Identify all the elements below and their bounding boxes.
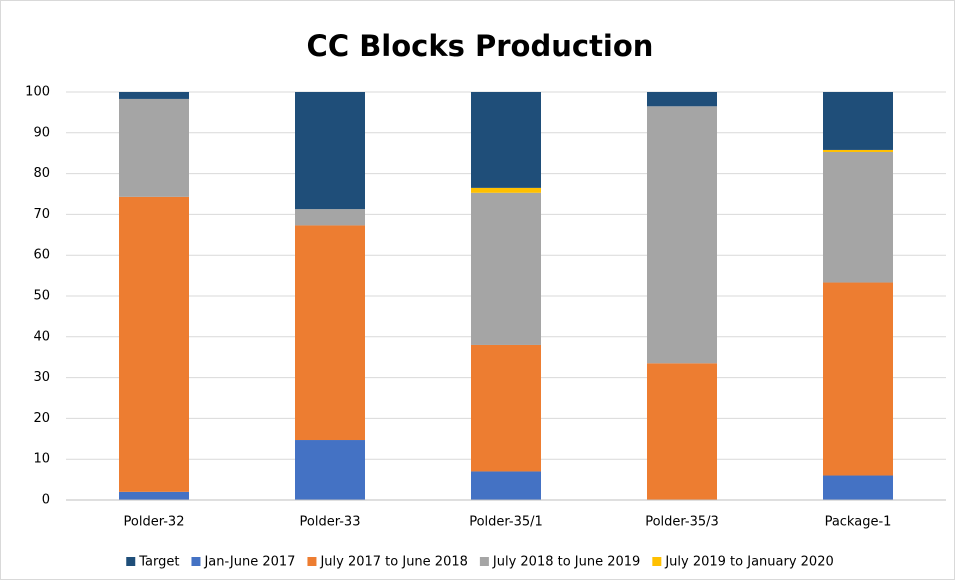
bar-segment — [823, 475, 893, 500]
y-tick-label: 20 — [33, 411, 50, 426]
legend-label: Jan-June 2017 — [203, 555, 295, 570]
y-tick-label: 70 — [33, 207, 50, 222]
y-tick-label: 80 — [33, 166, 50, 181]
bar-segment — [119, 491, 189, 500]
legend-swatch — [307, 557, 317, 566]
y-tick-label: 60 — [33, 248, 50, 263]
bar-segment — [119, 98, 189, 197]
y-tick-label: 40 — [33, 329, 50, 344]
y-tick-label: 90 — [33, 125, 50, 140]
legend-swatch — [652, 557, 662, 566]
bar-segment — [823, 151, 893, 283]
y-tick-label: 0 — [42, 493, 50, 508]
bar-segment — [471, 187, 541, 193]
bar-segment — [647, 92, 717, 107]
bar-segment — [823, 282, 893, 476]
bar-segment — [295, 440, 365, 500]
y-tick-label: 100 — [25, 85, 50, 100]
bar-segment — [119, 196, 189, 492]
legend-swatch — [126, 557, 136, 566]
bar-segment — [823, 149, 893, 152]
x-tick-label: Package-1 — [825, 515, 892, 530]
bar-segment — [823, 92, 893, 150]
x-tick-label: Polder-35/1 — [469, 515, 543, 530]
y-tick-label: 10 — [33, 452, 50, 467]
bar-segment — [471, 471, 541, 500]
bar-segment — [295, 92, 365, 210]
bar-segment — [471, 92, 541, 188]
x-tick-label: Polder-32 — [124, 515, 185, 530]
bar-segment — [295, 209, 365, 226]
bar-segment — [647, 106, 717, 364]
y-tick-label: 30 — [33, 370, 50, 385]
chart-title: CC Blocks Production — [307, 29, 654, 63]
legend-label: July 2018 to June 2019 — [492, 555, 640, 570]
bar-segment — [119, 92, 189, 99]
legend-label: July 2019 to January 2020 — [664, 555, 833, 570]
bar-segment — [471, 192, 541, 345]
legend-swatch — [479, 557, 489, 566]
bar-segment — [647, 363, 717, 500]
y-tick-label: 50 — [33, 289, 50, 304]
bar-segment — [471, 344, 541, 472]
bar-segment — [295, 225, 365, 441]
legend-label: July 2017 to June 2018 — [319, 555, 467, 570]
x-tick-label: Polder-35/3 — [645, 515, 719, 530]
legend-label: Target — [138, 555, 179, 570]
x-tick-label: Polder-33 — [300, 515, 361, 530]
legend-swatch — [191, 557, 201, 566]
